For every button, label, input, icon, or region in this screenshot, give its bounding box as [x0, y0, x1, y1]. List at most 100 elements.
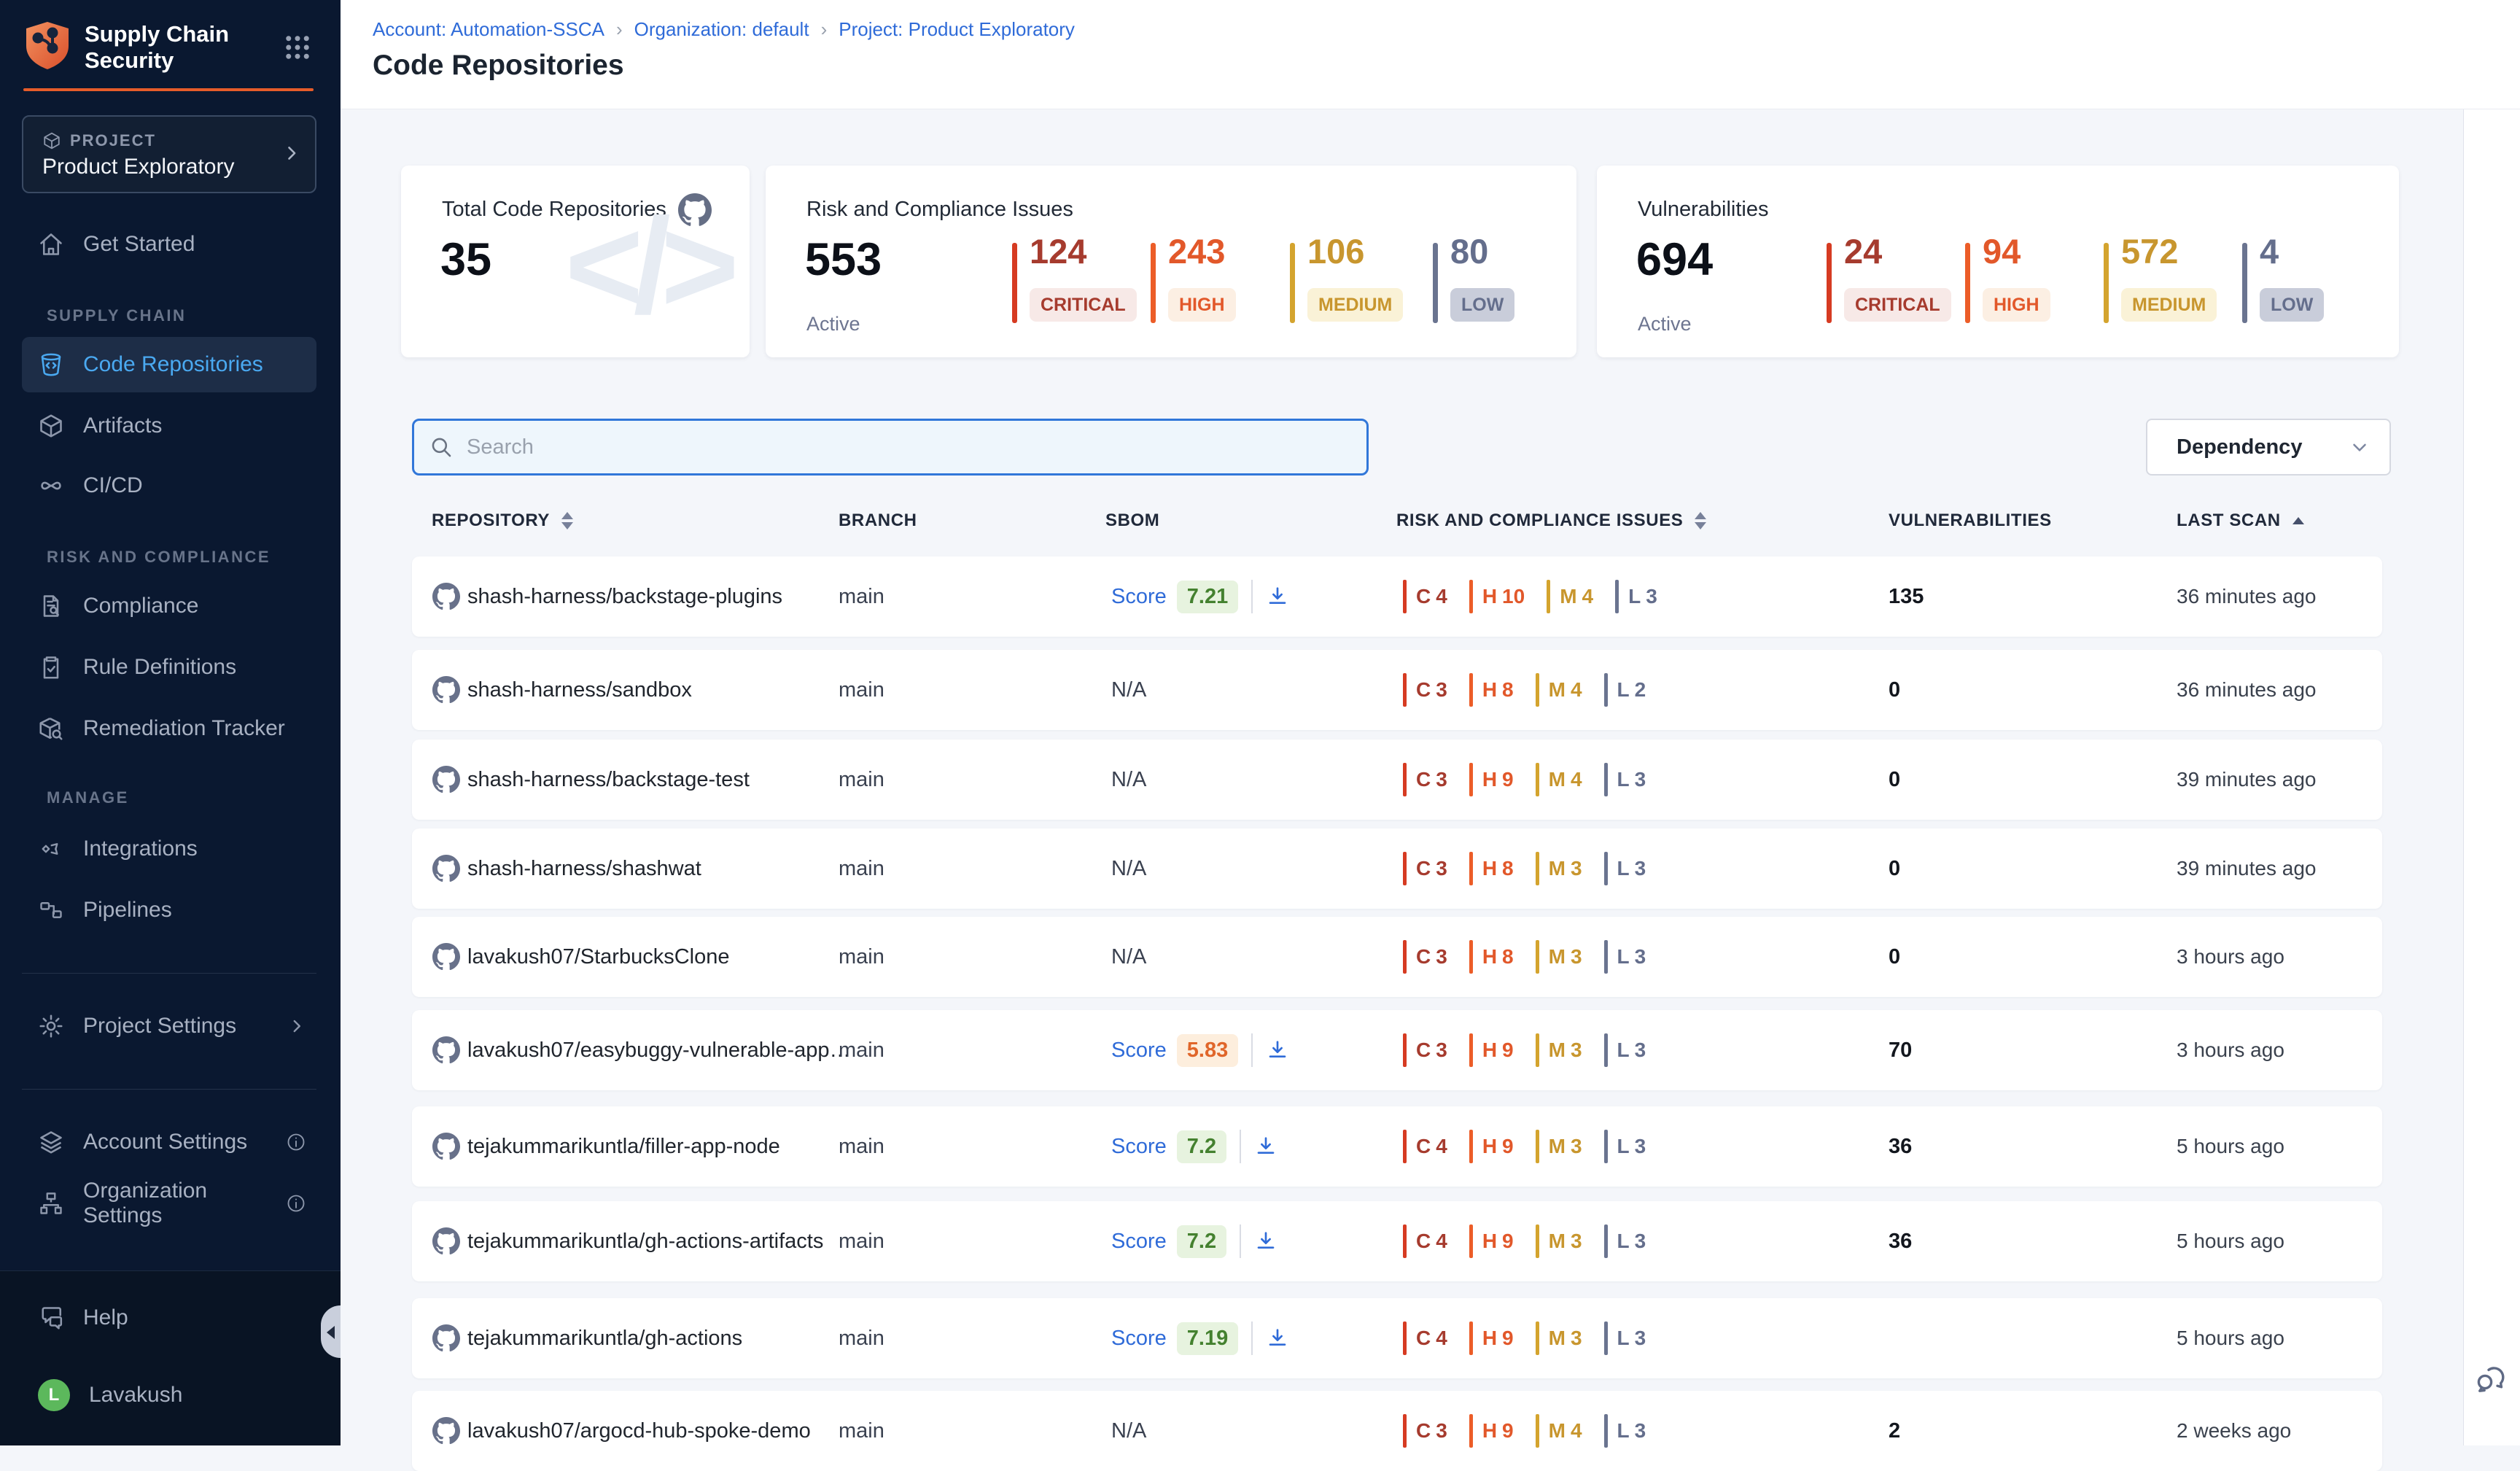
breadcrumb-project-link[interactable]: Project: Product Exploratory [839, 18, 1075, 41]
sbom-na: N/A [1111, 1419, 1146, 1443]
sidebar-item-label: Compliance [83, 594, 198, 618]
vulnerabilities-count: 2 [1889, 1391, 1900, 1471]
risk-letter: M [1549, 678, 1566, 702]
sidebar-section-manage: MANAGE [47, 788, 129, 807]
sidebar-item-cicd[interactable]: CI/CD [22, 458, 316, 513]
risk-issues-cell: C4H9M3L3 [1403, 1106, 1668, 1187]
severity-bar [2242, 243, 2247, 323]
risk-count: 9 [1502, 1419, 1514, 1443]
app-switcher-grid-icon[interactable] [282, 32, 313, 63]
repo-name: shash-harness/backstage-plugins [467, 556, 782, 637]
risk-letter: L [1617, 1419, 1630, 1443]
sbom-download-button[interactable] [1266, 585, 1289, 608]
table-row[interactable]: shash-harness/backstage-pluginsmainScore… [412, 556, 2382, 637]
sidebar-item-get-started[interactable]: Get Started [22, 217, 316, 272]
cube-icon [38, 413, 64, 439]
risk-count: 3 [1436, 945, 1447, 969]
risk-high: H9 [1469, 1321, 1514, 1355]
table-row[interactable]: lavakush07/StarbucksClonemainN/AC3H8M3L3… [412, 917, 2382, 997]
search-box[interactable] [412, 419, 1369, 476]
sbom-na: N/A [1111, 678, 1146, 702]
risk-letter: H [1482, 678, 1497, 702]
column-header-vulnerabilities[interactable]: VULNERABILITIES [1889, 511, 2052, 531]
table-row[interactable]: shash-harness/sandboxmainN/AC3H8M4L2036 … [412, 650, 2382, 730]
column-header-sbom[interactable]: SBOM [1105, 511, 1159, 531]
sbom-score-link[interactable]: Score [1111, 1135, 1167, 1159]
sbom-cell: Score7.2 [1111, 1201, 1278, 1281]
severity-badge: LOW [2260, 288, 2324, 322]
table-row[interactable]: lavakush07/easybuggy-vulnerable-app…main… [412, 1010, 2382, 1090]
vulnerabilities-count: 135 [1889, 556, 1924, 637]
sidebar-item-account-settings[interactable]: Account Settings [22, 1114, 316, 1170]
sidebar-item-label: Rule Definitions [83, 655, 236, 680]
github-icon [432, 583, 460, 610]
project-selector[interactable]: PROJECT Product Exploratory [22, 115, 316, 193]
sbom-score-badge: 7.2 [1177, 1130, 1226, 1163]
last-scan: 3 hours ago [2177, 1010, 2284, 1090]
sbom-score-link[interactable]: Score [1111, 585, 1167, 609]
last-scan: 5 hours ago [2177, 1298, 2284, 1378]
sidebar-item-remediation-tracker[interactable]: Remediation Tracker [22, 701, 316, 756]
sidebar-item-rule-definitions[interactable]: Rule Definitions [22, 640, 316, 695]
sbom-download-button[interactable] [1254, 1230, 1278, 1253]
risk-medium: M4 [1547, 580, 1593, 613]
risk-count: 4 [1436, 1230, 1447, 1253]
risk-count: 3 [1571, 1039, 1582, 1062]
risk-low: L3 [1604, 940, 1646, 974]
search-input[interactable] [465, 435, 1352, 460]
sbom-score-link[interactable]: Score [1111, 1230, 1167, 1254]
risk-bar [1604, 852, 1608, 885]
sidebar-item-integrations[interactable]: Integrations [22, 821, 316, 877]
sidebar-item-project-settings[interactable]: Project Settings [22, 998, 316, 1054]
column-header-last-scan[interactable]: LAST SCAN [2177, 511, 2304, 531]
support-bubbles-icon[interactable] [2473, 1362, 2508, 1397]
risk-issues-cell: C3H8M4L2 [1403, 650, 1668, 730]
table-row[interactable]: lavakush07/argocd-hub-spoke-demomainN/AC… [412, 1391, 2382, 1471]
sort-asc-icon[interactable] [2292, 517, 2304, 524]
risk-critical: C4 [1403, 580, 1447, 613]
sidebar-item-artifacts[interactable]: Artifacts [22, 398, 316, 454]
integrations-icon [38, 836, 64, 862]
repo-github-icon-cell [432, 650, 460, 730]
dependency-filter-select[interactable]: Dependency [2146, 419, 2391, 476]
table-row[interactable]: shash-harness/shashwatmainN/AC3H8M3L3039… [412, 828, 2382, 909]
table-row[interactable]: tejakummarikuntla/gh-actionsmainScore7.1… [412, 1298, 2382, 1378]
sbom-score-link[interactable]: Score [1111, 1327, 1167, 1351]
breadcrumb-organization-link[interactable]: Organization: default [634, 18, 809, 41]
page-title: Code Repositories [373, 50, 624, 82]
help-chat-icon [38, 1305, 64, 1331]
risk-bar [1469, 1224, 1473, 1258]
column-header-risk[interactable]: RISK AND COMPLIANCE ISSUES [1396, 511, 1706, 531]
column-header-branch[interactable]: BRANCH [839, 511, 917, 531]
risk-count: 3 [1635, 1135, 1646, 1158]
table-row[interactable]: tejakummarikuntla/filler-app-nodemainSco… [412, 1106, 2382, 1187]
column-header-repository[interactable]: REPOSITORY [432, 511, 573, 531]
sbom-download-button[interactable] [1266, 1039, 1289, 1062]
sidebar-item-help[interactable]: Help [22, 1290, 316, 1346]
sidebar-item-organization-settings[interactable]: Organization Settings [22, 1176, 316, 1231]
sidebar-item-compliance[interactable]: Compliance [22, 578, 316, 634]
repo-branch: main [839, 740, 884, 820]
code-watermark: </> [565, 199, 729, 334]
sbom-separator [1251, 1321, 1253, 1355]
sbom-download-button[interactable] [1266, 1327, 1289, 1350]
github-icon [432, 1133, 460, 1160]
table-row[interactable]: tejakummarikuntla/gh-actions-artifactsma… [412, 1201, 2382, 1281]
table-row[interactable]: shash-harness/backstage-testmainN/AC3H9M… [412, 740, 2382, 820]
last-scan: 36 minutes ago [2177, 650, 2316, 730]
sidebar-item-pipelines[interactable]: Pipelines [22, 882, 316, 938]
sort-icon[interactable] [1695, 512, 1706, 529]
risk-letter: M [1549, 1327, 1566, 1350]
sbom-score-link[interactable]: Score [1111, 1039, 1167, 1063]
severity-count: 80 [1450, 234, 1488, 268]
sbom-download-button[interactable] [1254, 1135, 1278, 1158]
sort-icon[interactable] [561, 512, 573, 529]
severity-badge: HIGH [1983, 288, 2050, 322]
sidebar-item-code-repositories[interactable]: Code Repositories [22, 337, 316, 392]
risk-bar [1604, 673, 1608, 707]
gear-icon [38, 1013, 64, 1039]
breadcrumb-separator: › [821, 18, 828, 41]
sidebar-item-user[interactable]: L Lavakush [22, 1367, 316, 1423]
risk-critical: C3 [1403, 940, 1447, 974]
breadcrumb-account-link[interactable]: Account: Automation-SSCA [373, 18, 604, 41]
